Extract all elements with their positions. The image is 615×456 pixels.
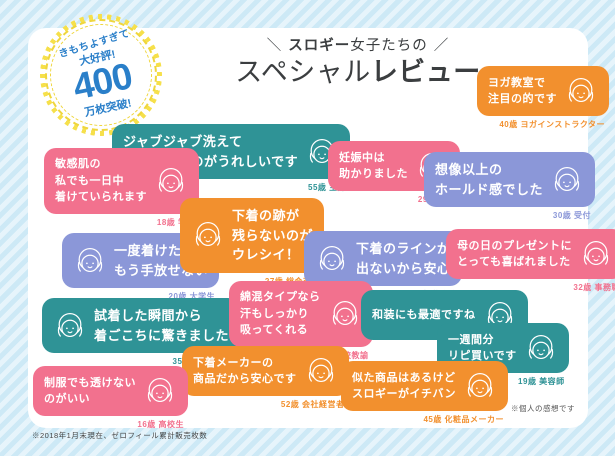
review-bubble: 綿混タイプなら 汗もしっかり 吸ってくれる <box>229 281 373 347</box>
review-mothers-day: 母の日のプレゼントに とっても喜ばれました 32歳 事務職 <box>446 229 615 293</box>
review-sensitive: 敏感肌の 私でも一日中 着けていられます 18歳 学生 <box>44 148 199 228</box>
face-icon <box>154 164 188 198</box>
title-bold: レビュー <box>370 57 481 87</box>
review-meta: 45歳 化粧品メーカー <box>423 415 505 424</box>
review-text: 綿混タイプなら 汗もしっかり 吸ってくれる <box>240 291 321 336</box>
review-uniform: 制服でも透けない のがいい 16歳 高校生 <box>33 366 188 430</box>
review-ichiban: 似た商品はあるけど スロギーがイチバン 45歳 化粧品メーカー <box>341 361 509 425</box>
review-meta: 18歳 学生 <box>156 217 195 227</box>
face-icon <box>191 218 225 252</box>
review-meta: 55歳 主婦 <box>308 183 347 192</box>
title-line1: ＼ スロギー女子たちの ／ <box>198 34 518 55</box>
review-meta: 20歳 大学生 <box>168 292 216 301</box>
title-suffix: 女子たちの <box>350 38 428 54</box>
review-bubble: 制服でも透けない のがいい <box>33 366 188 416</box>
review-text: 似た商品はあるけど スロギーがイチバン <box>352 371 457 401</box>
badge-tagline: きもちよすぎて <box>57 28 132 61</box>
review-text: 試着した瞬間から 着ごこちに驚きました <box>94 308 230 343</box>
review-meta: 40歳 ヨガインストラクター <box>499 120 605 129</box>
review-bubble: 母の日のプレゼントに とっても喜ばれました <box>446 229 615 279</box>
title-slash-left: ＼ <box>266 38 283 54</box>
face-icon <box>550 163 584 197</box>
review-fitting: 試着した瞬間から 着ごこちに驚きました 35歳 デザイナー <box>42 298 241 367</box>
review-bubble: 下着の跡が 残らないのが ウレシイ！ <box>180 198 325 273</box>
review-text: 制服でも透けない のがいい <box>44 376 136 406</box>
face-icon <box>53 309 87 343</box>
review-bubble: 想像以上の ホールド感でした <box>424 152 596 207</box>
review-bubble: 敏感肌の 私でも一日中 着けていられます <box>44 148 199 214</box>
face-icon <box>564 74 598 108</box>
review-text: 和装にも最適ですね <box>372 308 476 321</box>
review-meta: 52歳 会社経営者 <box>280 400 345 409</box>
brand-name: スロギー <box>288 38 351 54</box>
badge-bottomline: 万枚突破! <box>83 96 133 119</box>
face-icon <box>315 242 349 276</box>
review-text: 下着のラインが 出ないから安心 <box>356 241 451 276</box>
face-icon <box>463 369 497 403</box>
personal-opinion-note: ※個人の感想です <box>511 404 575 413</box>
review-text: 想像以上の ホールド感でした <box>435 162 544 197</box>
review-text: ヨガ教室で 注目の的です <box>488 76 557 106</box>
review-text: 母の日のプレゼントに とっても喜ばれました <box>457 239 572 269</box>
review-meta: 32歳 事務職 <box>573 283 615 292</box>
face-icon <box>73 244 107 278</box>
page-title: ＼ スロギー女子たちの ／ スペシャルレビュー <box>198 34 518 88</box>
review-text: 下着メーカーの 商品だから安心です <box>193 356 297 386</box>
review-bubble: 似た商品はあるけど スロギーがイチバン <box>341 361 509 411</box>
review-text: 妊娠中は 助かりました <box>339 151 408 181</box>
face-icon <box>143 374 177 408</box>
face-icon <box>579 237 613 271</box>
review-text: 一週間分 リピ買いです <box>448 333 517 363</box>
review-meta: 16歳 高校生 <box>137 420 184 429</box>
title-light: スペシャル <box>235 57 371 87</box>
badge-number: 400 <box>69 55 136 108</box>
review-bubble: 下着のラインが 出ないから安心 <box>304 231 462 286</box>
review-no-line: 下着のラインが 出ないから安心 24歳 飲食店 <box>304 231 462 300</box>
face-icon <box>524 331 558 365</box>
title-slash-right: ／ <box>433 38 450 54</box>
review-text: 下着の跡が 残らないのが ウレシイ！ <box>232 208 314 262</box>
review-bubble: 試着した瞬間から 着ごこちに驚きました <box>42 298 241 353</box>
review-meta: 30歳 受付 <box>552 211 592 220</box>
footnote-sales-basis: ※2018年1月末現在、ゼロフィール累計販売枚数 <box>32 431 208 440</box>
face-icon <box>304 354 338 388</box>
review-yoga: ヨガ教室で 注目の的です 40歳 ヨガインストラクター <box>477 66 609 130</box>
review-maker: 下着メーカーの 商品だから安心です 52歳 会社経営者 <box>182 346 349 410</box>
review-bubble: ヨガ教室で 注目の的です <box>477 66 609 116</box>
face-icon <box>328 297 362 331</box>
title-line2: スペシャルレビュー <box>198 57 518 88</box>
review-text: 敏感肌の 私でも一日中 着けていられます <box>55 158 147 203</box>
review-bubble: 下着メーカーの 商品だから安心です <box>182 346 349 396</box>
review-no-marks: 下着の跡が 残らないのが ウレシイ！ 27歳 総合商社 <box>180 198 325 287</box>
review-hold: 想像以上の ホールド感でした 30歳 受付 <box>424 152 596 221</box>
review-meta: 19歳 美容師 <box>518 377 565 386</box>
